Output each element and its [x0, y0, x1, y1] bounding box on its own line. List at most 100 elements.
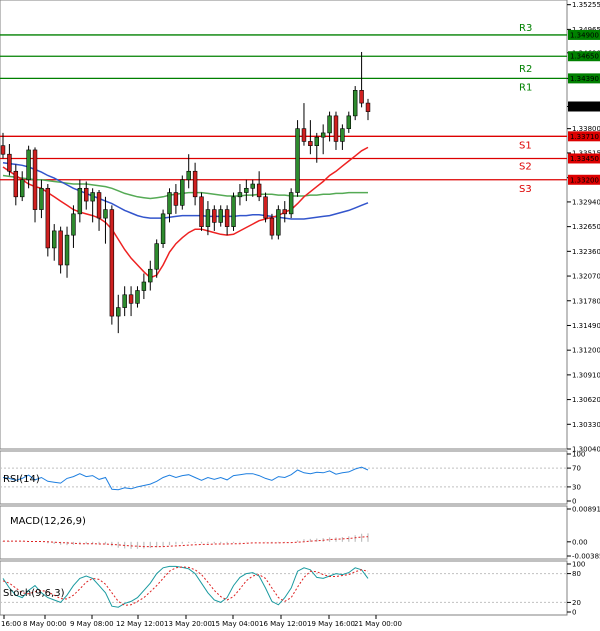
candle-body [160, 213, 166, 244]
candle-body [224, 209, 230, 227]
time-tick-label: 16:00 [1, 620, 21, 628]
macd-title: MACD(12,26,9) [10, 516, 86, 527]
level-name-r1: R1 [519, 82, 532, 93]
main-plot-area [0, 34, 567, 334]
price-tick-label: 1.31780 [572, 297, 600, 305]
candle-body [212, 209, 217, 223]
candle-body [269, 217, 275, 236]
candle-body [77, 187, 83, 215]
candle-body [90, 192, 95, 202]
level-price-tag-r3: 1.34900 [570, 31, 599, 39]
candle-body [186, 170, 191, 181]
stoch-tick-label: 20 [572, 599, 581, 607]
candles-layer [0, 51, 371, 334]
candle-body [199, 196, 204, 227]
rsi-line [2, 466, 369, 491]
candle-body [167, 192, 172, 215]
candle-body [122, 294, 127, 308]
price-tick-label: 1.34965 [572, 26, 600, 34]
candle-body [250, 183, 255, 189]
stoch-tick-label: 80 [572, 570, 581, 578]
stoch-d-line [2, 566, 369, 606]
rsi-tick-label: 100 [572, 451, 585, 459]
candle-body [96, 192, 102, 219]
main-panel-frame [0, 0, 568, 450]
ma-red-line [2, 146, 369, 279]
stoch-panel-frame [0, 560, 568, 616]
time-axis: 16:00 8 May 00:00 9 May 08:00 12 May 12:00 1… [1, 615, 402, 628]
rsi-tick-label: 30 [572, 483, 581, 491]
price-tick-label: 1.35255 [572, 1, 600, 9]
candle-body [282, 209, 287, 215]
candle-body [109, 209, 115, 317]
stoch-title: Stoch(9,6,3) [3, 588, 65, 599]
price-tick-label: 1.32360 [572, 248, 600, 256]
macd-tick-label: 0.008918 [572, 506, 600, 514]
level-price-tag-r2: 1.34650 [570, 53, 599, 61]
candle-body [52, 230, 57, 249]
macd-signal-line [3, 536, 369, 548]
candle-body [231, 196, 236, 227]
level-price-tag-bg [568, 51, 600, 62]
candle-body [205, 209, 211, 227]
price-tick-label: 1.32070 [572, 273, 600, 281]
level-price-tag-bg [568, 131, 600, 142]
ma-blue-line [2, 161, 369, 220]
candle-body [32, 149, 38, 210]
stoch-k-line [2, 565, 369, 608]
candle-body [365, 102, 371, 112]
moving-averages-layer [2, 146, 369, 279]
candle-body [327, 115, 332, 134]
price-tick-label: 1.32940 [572, 198, 600, 206]
candle-body [84, 187, 89, 202]
candle-body [0, 145, 6, 155]
rsi-layer: 100 70 30 0 [0, 451, 585, 506]
rsi-title: RSI(14) [3, 474, 40, 485]
candle-body [308, 141, 313, 146]
level-name-s3: S3 [519, 184, 532, 195]
time-tick-label: 21 May 00:00 [354, 620, 402, 628]
level-price-tag-s1: 1.33710 [570, 133, 599, 141]
candle-body [256, 183, 262, 198]
level-labels-layer: R3 R2 R1 S1 S2 S3 [519, 23, 532, 195]
macd-tick-label: -0.003853 [572, 553, 600, 561]
price-tags-layer: 1.34900 1.34650 1.34390 1.33710 1.33450 1.332… [568, 29, 600, 185]
candle-body [128, 294, 134, 304]
candle-body [237, 192, 243, 198]
candle-body [173, 192, 179, 206]
candle-body [64, 234, 70, 266]
candle-body [340, 128, 345, 142]
time-tick-label: 9 May 08:00 [70, 620, 114, 628]
candle-body [218, 209, 223, 223]
level-price-tag-bg [568, 73, 600, 84]
price-tick-label: 1.31200 [572, 347, 600, 355]
candle-body [346, 115, 352, 129]
candle-body [71, 213, 76, 236]
candle-body [7, 153, 12, 172]
level-price-tag-s2: 1.33450 [570, 155, 599, 163]
time-tick-label: 13 May 20:00 [164, 620, 212, 628]
price-tick-label: 1.31490 [572, 322, 600, 330]
price-tick-label: 1.30620 [572, 396, 600, 404]
candle-body [244, 187, 249, 193]
level-price-tag-r1: 1.34390 [570, 75, 599, 83]
candle-body [148, 268, 153, 283]
candle-body [276, 209, 281, 236]
candle-body [154, 243, 159, 270]
level-price-tag-bg [568, 153, 600, 164]
candle-body [288, 192, 294, 215]
macd-panel-frame [0, 505, 568, 560]
current-price-tag-bg [568, 101, 600, 112]
candle-body [13, 170, 19, 198]
level-name-s1: S1 [519, 140, 532, 151]
candle-body [103, 209, 108, 219]
time-tick-label: 12 May 12:00 [116, 620, 164, 628]
candle-body [320, 132, 326, 138]
candle-body [333, 115, 339, 142]
candle-body [19, 179, 25, 198]
levels-layer [0, 34, 567, 181]
rsi-tick-label: 0 [572, 498, 576, 506]
candle-body [192, 170, 198, 198]
